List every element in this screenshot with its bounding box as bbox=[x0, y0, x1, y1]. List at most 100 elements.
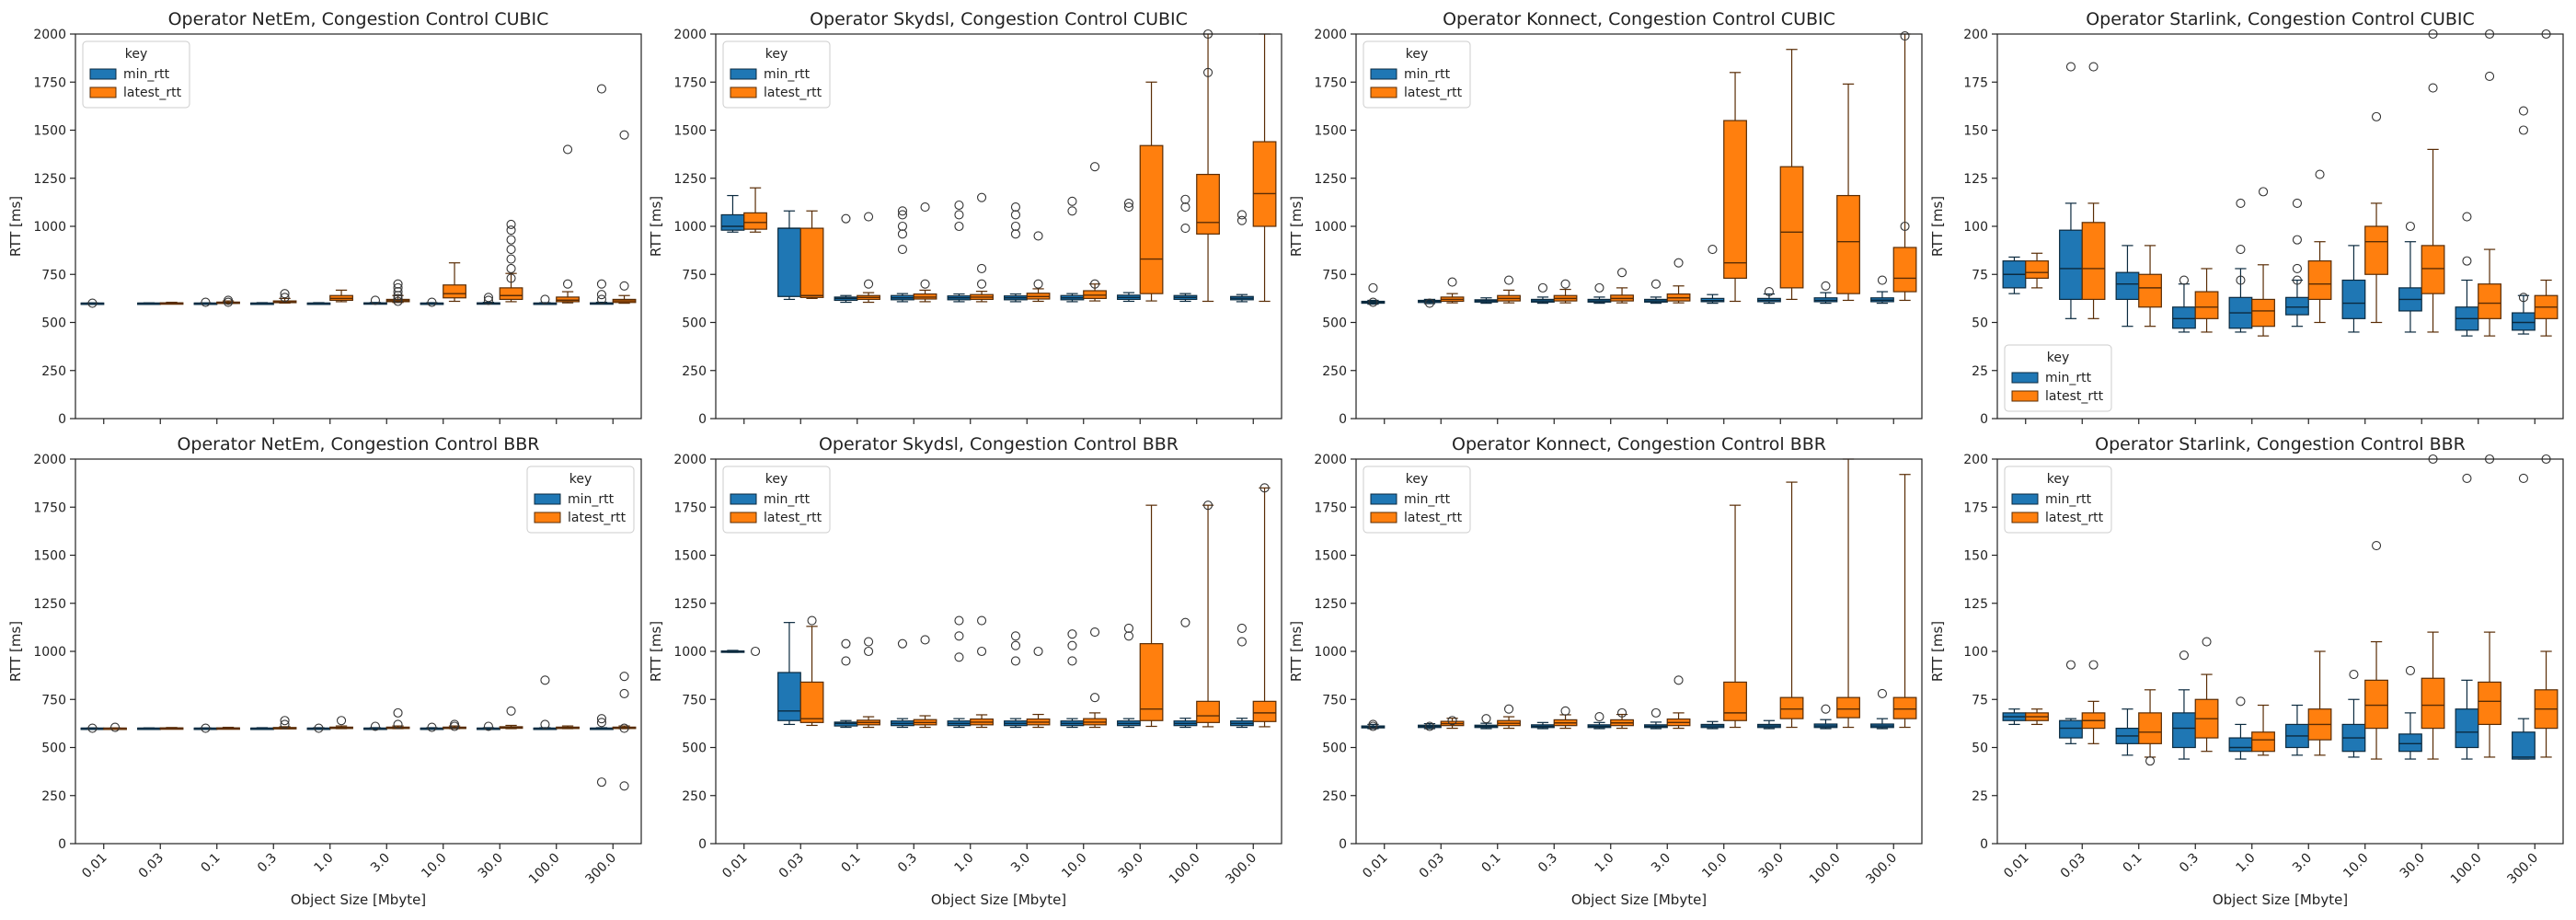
box-min_rtt bbox=[2228, 737, 2253, 753]
outlier-point bbox=[596, 84, 607, 94]
outlier-point bbox=[1594, 712, 1604, 722]
outlier-point bbox=[841, 213, 851, 224]
y-tick-label: 250 bbox=[682, 364, 707, 379]
x-axis-label: Object Size [Mbyte] bbox=[291, 891, 426, 908]
outlier-point bbox=[1821, 704, 1831, 714]
x-tick-label: 10.0 bbox=[419, 851, 449, 881]
x-tick-label: 0.01 bbox=[79, 851, 109, 881]
outlier-point bbox=[977, 646, 987, 657]
outlier-point bbox=[1821, 281, 1831, 291]
y-tick-label: 50 bbox=[1972, 742, 1988, 756]
outlier-point bbox=[596, 714, 607, 724]
outlier-point bbox=[1067, 196, 1077, 206]
x-tick-label: 300.0 bbox=[1863, 851, 1900, 888]
y-tick-label: 1750 bbox=[673, 75, 707, 90]
y-tick-label: 250 bbox=[1322, 364, 1347, 379]
outlier-point bbox=[540, 675, 550, 685]
outlier-point bbox=[1447, 716, 1457, 726]
box-latest_rtt bbox=[2421, 677, 2445, 730]
outlier-point bbox=[1236, 210, 1247, 220]
outlier-point bbox=[596, 777, 607, 788]
y-tick-label: 750 bbox=[1322, 268, 1347, 282]
outlier-point bbox=[280, 293, 290, 303]
x-axis-label: Object Size [Mbyte] bbox=[1571, 891, 1707, 908]
y-tick-label: 250 bbox=[1322, 789, 1347, 804]
y-tick-label: 2000 bbox=[673, 28, 707, 42]
outlier-point bbox=[506, 273, 516, 283]
y-tick-label: 1000 bbox=[673, 220, 707, 235]
outlier-point bbox=[1236, 215, 1247, 225]
panel-4: Operator Starlink, Congestion Control CU… bbox=[1929, 9, 2564, 427]
outlier-point bbox=[954, 200, 964, 211]
y-axis-label: RTT [ms] bbox=[648, 621, 664, 682]
y-tick-label: 75 bbox=[1972, 268, 1988, 282]
y-tick-label: 1250 bbox=[1314, 172, 1347, 187]
legend-title: key bbox=[2047, 351, 2070, 365]
outlier-point bbox=[954, 615, 964, 626]
y-tick-label: 0 bbox=[58, 412, 66, 427]
outlier-point bbox=[2259, 187, 2269, 197]
plot-frame bbox=[1996, 458, 2564, 845]
outlier-point bbox=[1481, 714, 1491, 724]
outlier-point bbox=[562, 144, 573, 155]
y-tick-label: 250 bbox=[41, 789, 66, 804]
box-latest_rtt bbox=[2251, 731, 2275, 753]
box-latest_rtt bbox=[2364, 225, 2388, 275]
y-tick-label: 250 bbox=[41, 364, 66, 379]
outlier-point bbox=[393, 287, 403, 297]
outlier-point bbox=[750, 646, 761, 657]
outlier-point bbox=[2179, 650, 2189, 661]
outlier-point bbox=[280, 289, 290, 299]
x-tick-label: 10.0 bbox=[1699, 851, 1730, 881]
legend-title: key bbox=[1406, 47, 1429, 62]
outlier-point bbox=[2065, 62, 2076, 72]
outlier-point bbox=[201, 723, 211, 733]
outlier-point bbox=[1010, 202, 1020, 213]
box-min_rtt bbox=[2059, 229, 2083, 301]
box-min_rtt bbox=[2285, 296, 2309, 316]
outlier-point bbox=[1900, 221, 1910, 232]
y-tick-label: 1000 bbox=[33, 220, 66, 235]
x-tick-label: 0.3 bbox=[895, 851, 920, 876]
outlier-point bbox=[1180, 617, 1190, 627]
outlier-point bbox=[2485, 71, 2495, 82]
outlier-point bbox=[280, 719, 290, 730]
y-tick-label: 125 bbox=[1963, 172, 1988, 187]
y-tick-label: 150 bbox=[1963, 549, 1988, 564]
legend-label: min_rtt bbox=[2045, 371, 2092, 385]
x-tick-label: 0.01 bbox=[2001, 851, 2031, 881]
x-tick-label: 300.0 bbox=[582, 851, 619, 888]
legend-label: latest_rtt bbox=[1404, 511, 1463, 525]
x-axis-label: Object Size [Mbyte] bbox=[931, 891, 1066, 908]
outlier-point bbox=[619, 723, 629, 733]
box-min_rtt bbox=[2512, 312, 2536, 331]
x-tick-label: 0.3 bbox=[1535, 851, 1560, 876]
outlier-point bbox=[897, 638, 908, 649]
outlier-point bbox=[1010, 631, 1020, 641]
legend-label: latest_rtt bbox=[1404, 86, 1463, 100]
box-min_rtt bbox=[2455, 708, 2479, 749]
box-latest_rtt bbox=[1139, 643, 1164, 721]
legend-label: min_rtt bbox=[764, 492, 811, 507]
plot-frame bbox=[715, 458, 1282, 845]
legend: key min_rtt latest_rtt bbox=[82, 40, 190, 109]
y-tick-label: 1500 bbox=[673, 124, 707, 139]
x-tick-label: 1.0 bbox=[312, 851, 337, 876]
x-tick-label: 0.03 bbox=[1417, 851, 1447, 881]
plot-frame bbox=[715, 33, 1282, 420]
outlier-point bbox=[1010, 210, 1020, 220]
outlier-point bbox=[2349, 670, 2359, 680]
box-latest_rtt bbox=[2138, 712, 2162, 744]
outlier-point bbox=[1617, 707, 1627, 718]
outlier-point bbox=[1203, 67, 1213, 77]
x-tick-label: 100.0 bbox=[1807, 851, 1844, 888]
outlier-point bbox=[2518, 106, 2528, 116]
x-tick-label: 0.03 bbox=[136, 851, 167, 881]
y-tick-label: 0 bbox=[1339, 412, 1347, 427]
legend: key min_rtt latest_rtt bbox=[1363, 40, 1471, 109]
outlier-point bbox=[1504, 704, 1514, 714]
legend-swatch bbox=[730, 512, 757, 523]
outlier-point bbox=[2292, 198, 2302, 208]
outlier-point bbox=[954, 210, 964, 220]
